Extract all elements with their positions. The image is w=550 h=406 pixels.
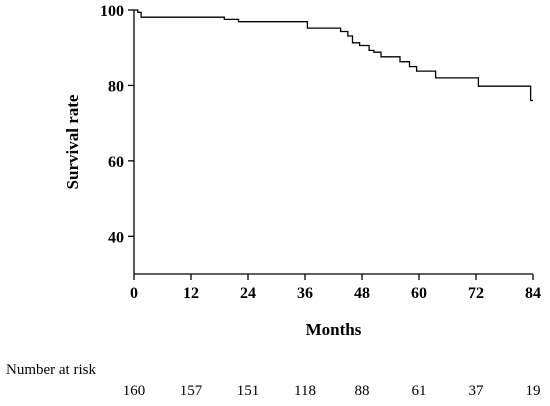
risk-count-value: 37 — [469, 383, 485, 399]
x-tick-label: 36 — [297, 285, 313, 302]
risk-count-value: 61 — [412, 383, 427, 399]
risk-count-value: 157 — [180, 383, 203, 399]
y-tick-label: 100 — [100, 3, 124, 20]
y-tick-label: 40 — [108, 229, 124, 246]
x-tick-label: 84 — [525, 285, 541, 302]
tick-labels: 0 12 24 36 48 60 72 84 40 60 80 100 — [100, 3, 541, 302]
axes — [133, 10, 533, 275]
x-tick-label: 72 — [468, 285, 484, 302]
risk-table-values: 160 157 151 118 88 61 37 19 — [123, 383, 541, 399]
risk-count-value: 151 — [237, 383, 260, 399]
x-tick-label: 48 — [354, 285, 370, 302]
risk-table-title: Number at risk — [6, 362, 96, 378]
x-tick-label: 60 — [411, 285, 427, 302]
survival-curve — [134, 9, 533, 102]
x-tick-label: 12 — [183, 285, 199, 302]
y-axis-title: Survival rate — [63, 94, 82, 189]
x-tick-label: 24 — [240, 285, 256, 302]
y-tick-label: 80 — [108, 78, 124, 95]
risk-count-value: 19 — [526, 383, 541, 399]
risk-count-value: 160 — [123, 383, 146, 399]
risk-count-value: 88 — [355, 383, 370, 399]
x-axis-title: Months — [306, 320, 362, 339]
y-tick-label: 60 — [108, 154, 124, 171]
tick-marks — [128, 9, 534, 280]
x-tick-label: 0 — [130, 285, 138, 302]
risk-count-value: 118 — [294, 383, 316, 399]
